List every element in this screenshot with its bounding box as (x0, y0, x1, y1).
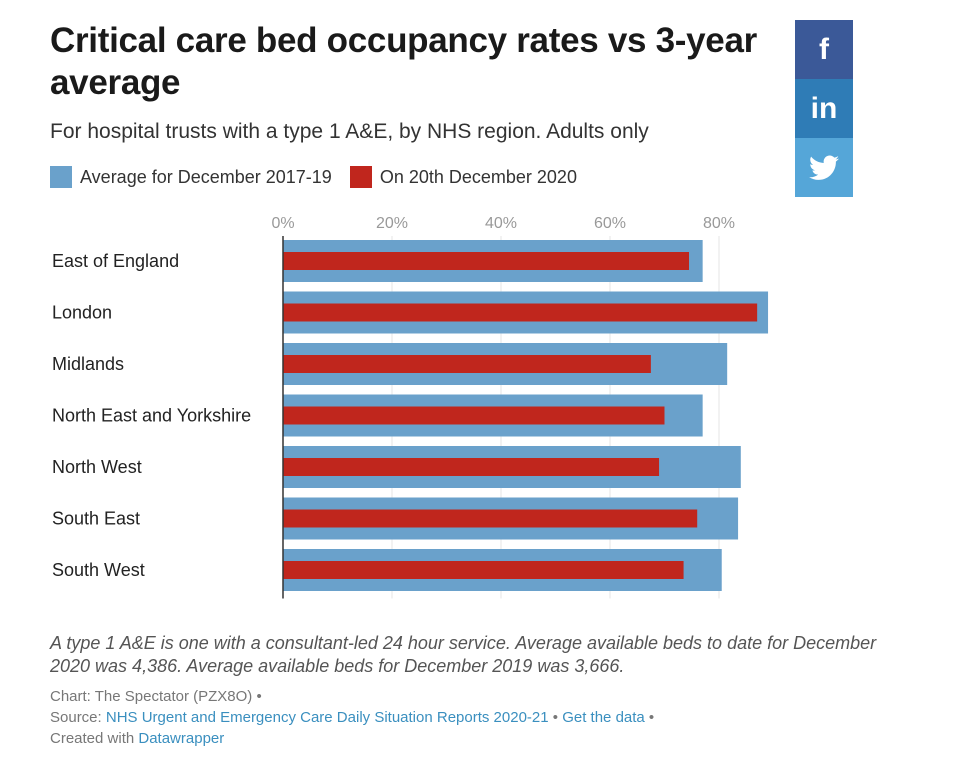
source-prefix: Source: (50, 709, 106, 726)
bar-2020 (283, 561, 684, 579)
bar-2020 (283, 509, 698, 528)
linkedin-icon: in (810, 91, 838, 125)
legend-item-2020: On 20th December 2020 (349, 166, 577, 188)
linkedin-share-button[interactable]: in (795, 79, 853, 138)
bar-2020 (283, 355, 651, 373)
x-tick-label: 0% (271, 215, 294, 232)
bar-2020 (283, 252, 690, 270)
source-line: Source: NHS Urgent and Emergency Care Da… (50, 707, 654, 728)
category-label: South West (52, 560, 145, 580)
facebook-icon: f (819, 32, 829, 66)
x-tick-label: 20% (376, 215, 408, 232)
chart-credit: Chart: The Spectator (PZX8O) • (50, 688, 262, 705)
legend-swatch-average (50, 166, 72, 188)
share-bar: f in (795, 20, 853, 197)
legend-item-average: Average for December 2017-19 (50, 166, 332, 188)
chart-subtitle: For hospital trusts with a type 1 A&E, b… (50, 120, 649, 143)
legend-label-2020: On 20th December 2020 (379, 166, 577, 187)
created-prefix: Created with (50, 730, 139, 747)
created-line: Created with Datawrapper (50, 728, 654, 749)
bar-chart: 0% 20% 40% 60% 80% East of England London Midla… (52, 215, 769, 599)
legend-label-average: Average for December 2017-19 (80, 166, 332, 187)
separator: • (548, 709, 563, 726)
x-tick-label: 80% (703, 215, 735, 232)
category-label: North West (52, 457, 142, 477)
chart-note: A type 1 A&E is one with a consultant-le… (50, 633, 877, 676)
bar-2020 (283, 458, 660, 476)
chart-title: Critical care bed occupancy rates vs 3-y… (50, 21, 757, 102)
x-tick-label: 40% (485, 215, 517, 232)
category-label: South East (52, 509, 140, 529)
x-tick-label: 60% (594, 215, 626, 232)
bar-2020 (283, 303, 758, 322)
category-label: Midlands (52, 354, 124, 374)
category-label: East of England (52, 251, 179, 271)
datawrapper-link[interactable]: Datawrapper (138, 730, 225, 747)
twitter-icon (809, 155, 839, 180)
facebook-share-button[interactable]: f (795, 20, 853, 79)
legend: Average for December 2017-19 On 20th Dec… (50, 166, 595, 188)
category-label: London (52, 303, 112, 323)
get-data-link[interactable]: Get the data (562, 709, 645, 726)
category-label: North East and Yorkshire (52, 406, 251, 426)
bar-2020 (283, 406, 665, 425)
twitter-share-button[interactable] (795, 138, 853, 197)
source-link[interactable]: NHS Urgent and Emergency Care Daily Situ… (105, 709, 549, 726)
legend-swatch-2020 (349, 166, 372, 188)
chart-footer: Chart: The Spectator (PZX8O) • Source: N… (50, 686, 654, 749)
separator: • (644, 709, 655, 726)
